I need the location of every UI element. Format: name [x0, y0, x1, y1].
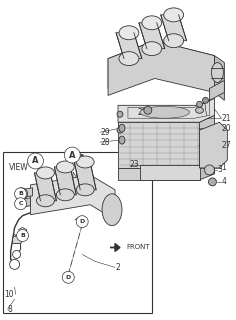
Ellipse shape [208, 178, 216, 186]
Ellipse shape [16, 199, 25, 209]
Circle shape [28, 153, 43, 169]
Ellipse shape [196, 107, 203, 113]
Text: 28: 28 [100, 138, 110, 147]
Text: 20: 20 [221, 124, 231, 133]
Text: C: C [18, 201, 23, 206]
Text: 2: 2 [115, 263, 120, 272]
Ellipse shape [76, 156, 94, 168]
Polygon shape [199, 115, 215, 168]
Text: 10: 10 [5, 290, 14, 299]
Ellipse shape [102, 194, 122, 226]
Polygon shape [30, 175, 115, 220]
Text: A: A [69, 150, 76, 160]
Ellipse shape [211, 63, 223, 83]
Polygon shape [108, 41, 215, 95]
Ellipse shape [56, 161, 74, 173]
Ellipse shape [142, 16, 162, 30]
Ellipse shape [164, 8, 184, 22]
Polygon shape [118, 122, 199, 168]
Polygon shape [118, 98, 215, 122]
Ellipse shape [117, 127, 123, 133]
Circle shape [15, 198, 26, 210]
Ellipse shape [142, 42, 162, 56]
Text: 23: 23 [130, 160, 139, 170]
Polygon shape [215, 56, 224, 100]
Ellipse shape [197, 101, 202, 107]
Bar [3, 152, 152, 313]
Text: B: B [20, 233, 25, 238]
Polygon shape [116, 33, 142, 59]
Polygon shape [210, 80, 224, 100]
Ellipse shape [119, 52, 139, 66]
Ellipse shape [76, 184, 94, 196]
Polygon shape [118, 168, 199, 180]
Text: 1: 1 [221, 164, 226, 172]
Polygon shape [161, 15, 187, 41]
Circle shape [62, 271, 74, 283]
Text: 8: 8 [8, 305, 13, 314]
Text: D: D [66, 275, 71, 280]
Circle shape [17, 229, 29, 242]
Text: 29: 29 [100, 128, 110, 137]
Text: FRONT: FRONT [126, 244, 150, 251]
Text: D: D [80, 219, 85, 224]
Ellipse shape [13, 251, 21, 259]
Ellipse shape [164, 34, 184, 48]
Circle shape [64, 147, 80, 163]
Polygon shape [199, 122, 227, 168]
Ellipse shape [56, 189, 74, 201]
Ellipse shape [119, 124, 125, 132]
Ellipse shape [119, 26, 139, 40]
Text: B: B [18, 191, 23, 196]
Text: 4: 4 [221, 177, 226, 186]
Polygon shape [19, 198, 30, 208]
Text: FRONT: FRONT [58, 172, 82, 178]
Polygon shape [34, 173, 56, 201]
Text: 25: 25 [138, 108, 148, 117]
Text: A: A [32, 156, 39, 165]
Ellipse shape [16, 188, 28, 200]
Text: 27: 27 [221, 140, 231, 149]
Polygon shape [140, 165, 199, 180]
Polygon shape [54, 167, 76, 195]
Polygon shape [110, 244, 120, 252]
Polygon shape [139, 23, 165, 49]
Ellipse shape [204, 165, 215, 175]
Ellipse shape [202, 97, 208, 103]
Ellipse shape [117, 111, 123, 117]
Ellipse shape [37, 195, 54, 207]
Ellipse shape [140, 106, 190, 118]
Ellipse shape [10, 260, 20, 269]
Text: 3: 3 [217, 165, 222, 174]
Text: VIEW: VIEW [9, 163, 28, 172]
Polygon shape [108, 41, 215, 88]
Circle shape [15, 188, 26, 200]
Ellipse shape [119, 136, 125, 144]
Polygon shape [42, 172, 52, 178]
Ellipse shape [144, 106, 152, 114]
Polygon shape [74, 162, 96, 190]
Circle shape [76, 216, 88, 228]
Polygon shape [199, 162, 215, 180]
Ellipse shape [37, 167, 54, 179]
Polygon shape [21, 188, 33, 198]
Ellipse shape [63, 272, 73, 282]
Text: 21: 21 [221, 114, 231, 123]
Polygon shape [13, 234, 25, 244]
